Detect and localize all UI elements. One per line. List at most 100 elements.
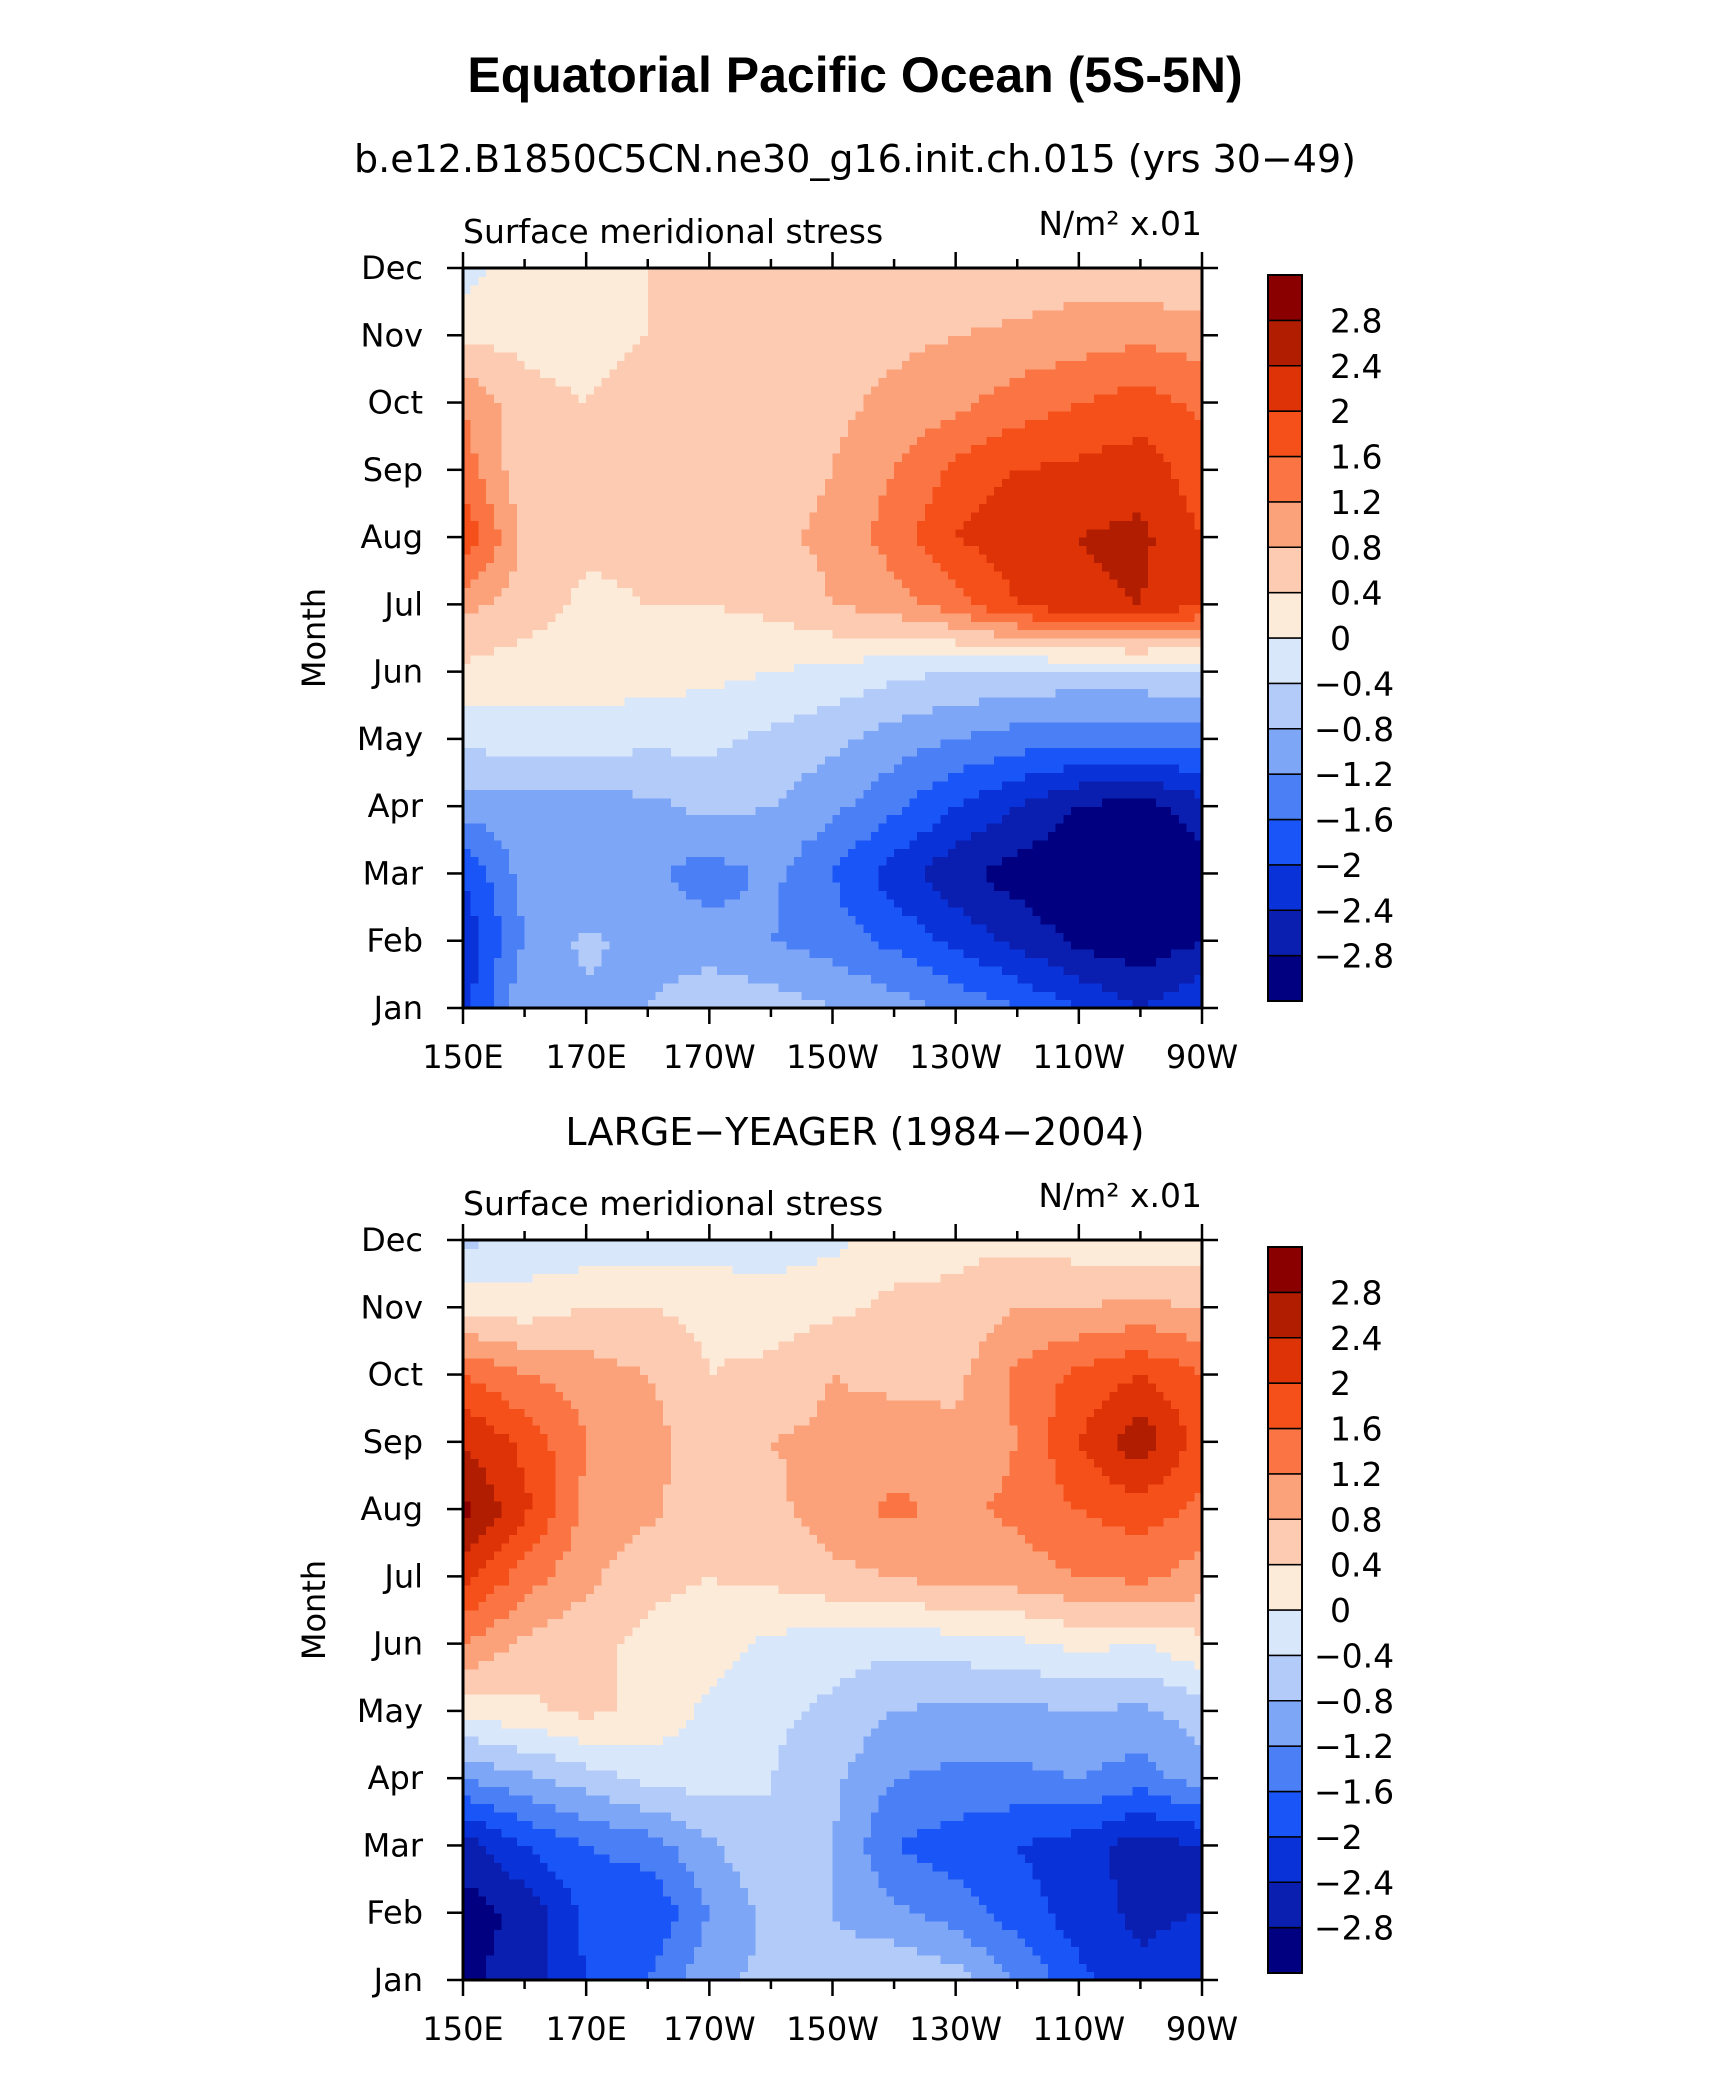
contour-cell — [801, 957, 811, 967]
contour-cell — [886, 907, 895, 917]
contour-cell — [493, 890, 503, 900]
contour-cell — [940, 696, 949, 706]
contour-cell — [832, 865, 841, 875]
contour-cell — [817, 680, 826, 690]
contour-cell — [486, 907, 495, 917]
contour-cell — [794, 898, 803, 908]
contour-cell — [686, 604, 695, 614]
contour-cell — [1155, 890, 1165, 900]
contour-cell — [955, 982, 964, 992]
contour-cell — [686, 797, 695, 807]
contour-cell — [963, 831, 972, 841]
contour-cell — [1024, 638, 1034, 648]
contour-cell — [609, 915, 618, 925]
contour-cell — [501, 621, 510, 631]
contour-cell — [470, 907, 479, 917]
contour-cell — [901, 772, 911, 782]
contour-cell — [1017, 982, 1026, 992]
contour-cell — [817, 898, 826, 908]
contour-cell — [532, 722, 541, 732]
contour-cell — [794, 705, 803, 715]
contour-cell — [678, 982, 687, 992]
contour-cell — [616, 907, 626, 917]
contour-cell — [1024, 856, 1034, 866]
contour-cell — [917, 764, 926, 774]
contour-cell — [609, 604, 618, 614]
contour-cell — [478, 856, 487, 866]
contour-cell — [601, 629, 610, 639]
contour-cell — [717, 915, 726, 925]
contour-cell — [1178, 789, 1188, 799]
contour-cell — [1178, 949, 1188, 959]
contour-cell — [1024, 890, 1034, 900]
contour-cell — [1148, 974, 1157, 984]
contour-cell — [524, 881, 533, 891]
contour-cell — [971, 932, 980, 942]
contour-cell — [609, 831, 618, 841]
contour-cell — [817, 738, 826, 748]
contour-cell — [724, 730, 734, 740]
contour-cell — [1048, 974, 1057, 984]
contour-cell — [886, 890, 895, 900]
contour-cell — [747, 696, 757, 706]
contour-cell — [1032, 789, 1041, 799]
contour-cell — [955, 764, 964, 774]
contour-cell — [524, 604, 533, 614]
contour-cell — [609, 839, 618, 849]
contour-cell — [1032, 915, 1041, 925]
contour-cell — [563, 696, 572, 706]
panels: b.e12.B1850C5CN.ne30_g16.init.ch.015 (yr… — [295, 137, 1394, 2048]
contour-cell — [747, 974, 757, 984]
contour-cell — [693, 974, 703, 984]
contour-cell — [878, 949, 887, 959]
contour-cell — [809, 680, 818, 690]
contour-cell — [1048, 680, 1057, 690]
contour-cell — [555, 915, 564, 925]
contour-cell — [539, 915, 549, 925]
contour-cell — [632, 688, 641, 698]
contour-cell — [1063, 747, 1072, 757]
contour-cell — [763, 537, 772, 547]
contour-cell — [640, 537, 649, 547]
contour-cell — [1171, 923, 1180, 933]
contour-cell — [470, 806, 479, 816]
contour-cell — [670, 949, 680, 959]
contour-cell — [917, 865, 926, 875]
contour-cell — [1132, 949, 1142, 959]
contour-cell — [1148, 663, 1157, 673]
contour-cell — [1171, 764, 1180, 774]
contour-cell — [547, 982, 556, 992]
contour-cell — [1125, 705, 1134, 715]
contour-cell — [1078, 780, 1088, 790]
contour-cell — [524, 873, 533, 883]
contour-cell — [747, 587, 757, 597]
contour-cell — [655, 570, 664, 580]
contour-cell — [563, 957, 572, 967]
contour-cell — [686, 991, 695, 1001]
contour-cell — [778, 738, 787, 748]
contour-cell — [1078, 881, 1088, 891]
contour-cell — [917, 705, 926, 715]
contour-cell — [516, 873, 526, 883]
contour-cell — [470, 579, 479, 589]
contour-cell — [1171, 848, 1180, 858]
contour-cell — [1155, 663, 1165, 673]
contour-cell — [732, 856, 741, 866]
contour-cell — [971, 629, 980, 639]
contour-cell — [640, 654, 649, 664]
contour-cell — [1155, 789, 1165, 799]
contour-cell — [863, 688, 872, 698]
contour-cell — [539, 696, 549, 706]
contour-cell — [971, 764, 980, 774]
contour-cell — [732, 898, 741, 908]
contour-cell — [855, 797, 864, 807]
contour-cell — [1186, 881, 1195, 891]
contour-cell — [509, 873, 518, 883]
contour-cell — [663, 890, 672, 900]
contour-cell — [940, 991, 949, 1001]
contour-cell — [493, 680, 503, 690]
contour-cell — [1063, 688, 1072, 698]
contour-cell — [1140, 764, 1149, 774]
contour-cell — [1194, 923, 1203, 933]
contour-cell — [1171, 755, 1180, 765]
